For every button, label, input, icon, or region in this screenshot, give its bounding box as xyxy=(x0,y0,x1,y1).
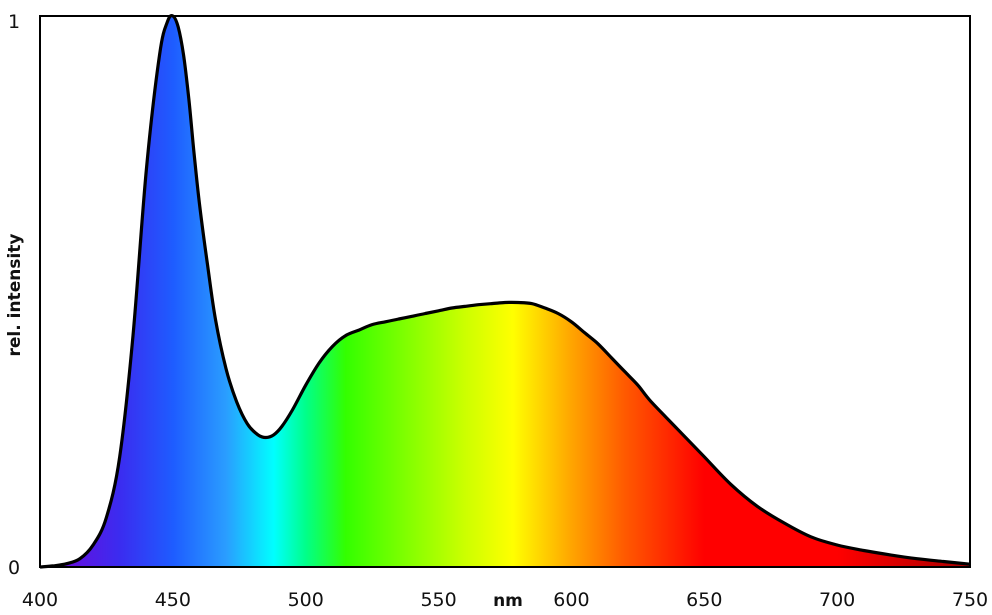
x-axis-label: nm xyxy=(493,591,523,611)
plot-frame xyxy=(39,15,971,568)
spectrum-curve-line xyxy=(39,13,971,569)
x-tick-label: 550 xyxy=(420,589,456,611)
x-tick-label: 750 xyxy=(952,589,988,611)
spectrum-area xyxy=(40,16,970,567)
x-tick-label: 450 xyxy=(155,589,191,611)
x-tick-label: 700 xyxy=(819,589,855,611)
x-tick-label: 650 xyxy=(686,589,722,611)
y-tick-label: 1 xyxy=(8,11,20,33)
y-axis-label: rel. intensity xyxy=(5,234,25,357)
x-tick-label: 500 xyxy=(288,589,324,611)
x-tick-label: 400 xyxy=(22,589,58,611)
y-tick-label: 0 xyxy=(8,557,20,579)
x-tick-label: 600 xyxy=(553,589,589,611)
